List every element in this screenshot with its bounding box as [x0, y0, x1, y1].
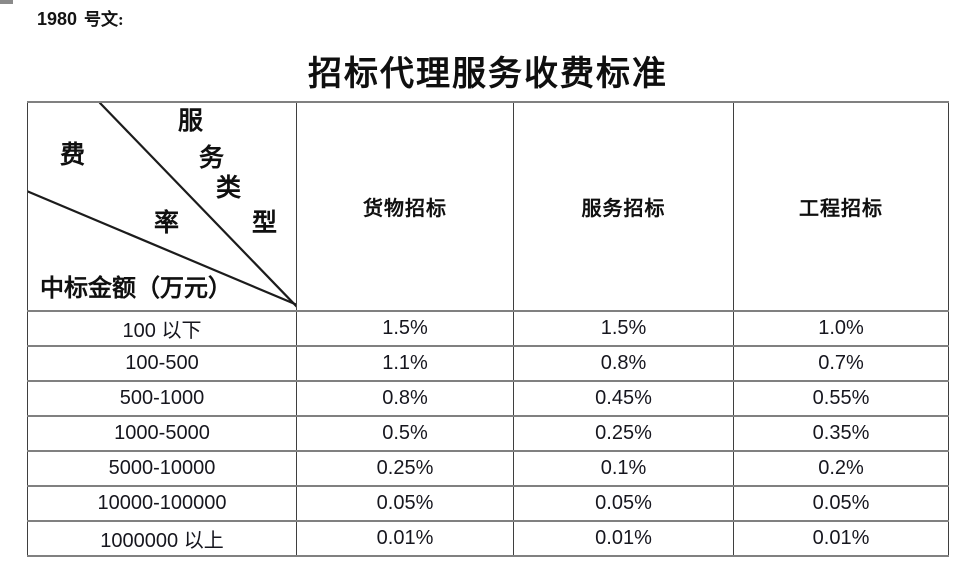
cell-value: 0.01%: [513, 520, 734, 557]
row-label: 5000-10000: [27, 450, 297, 487]
table-row: 1000000 以上 0.01% 0.01% 0.01%: [27, 520, 949, 557]
cell-value: 0.7%: [733, 345, 949, 382]
corner-label-fee-char-2: 率: [154, 210, 180, 237]
corner-label-service-char-1: 服: [178, 108, 204, 135]
cell-value: 0.05%: [733, 485, 949, 522]
cell-value: 0.2%: [733, 450, 949, 487]
cell-value: 0.8%: [513, 345, 734, 382]
corner-label-service-char-4: 型: [252, 210, 278, 237]
table-row: 5000-10000 0.25% 0.1% 0.2%: [27, 450, 949, 487]
cell-value: 0.05%: [296, 485, 514, 522]
cell-value: 1.5%: [296, 310, 514, 347]
row-label: 100 以下: [27, 310, 297, 347]
row-axis-label: 中标金额（万元）: [40, 276, 232, 302]
document-number-label: 1980 号文:: [37, 5, 124, 30]
cell-value: 0.05%: [513, 485, 734, 522]
table-row: 100-500 1.1% 0.8% 0.7%: [27, 345, 949, 382]
table-row: 1000-5000 0.5% 0.25% 0.35%: [27, 415, 949, 452]
cell-value: 0.1%: [513, 450, 734, 487]
cell-value: 0.45%: [513, 380, 734, 417]
row-label: 100-500: [27, 345, 297, 382]
header-row: 服 务 类 型 费 率 中标金额（万元） 货物招标 服务招标 工程招标: [27, 101, 949, 312]
column-header-engineering: 工程招标: [733, 101, 949, 312]
row-label: 10000-100000: [27, 485, 297, 522]
row-label: 500-1000: [27, 380, 297, 417]
diagonal-header-cell: 服 务 类 型 费 率 中标金额（万元）: [27, 101, 297, 312]
cell-value: 0.55%: [733, 380, 949, 417]
corner-label-service-char-2: 务: [199, 145, 225, 172]
row-label: 1000000 以上: [27, 520, 297, 557]
page-edge-fragment: [0, 0, 13, 4]
cell-value: 0.5%: [296, 415, 514, 452]
row-label: 1000-5000: [27, 415, 297, 452]
table-row: 500-1000 0.8% 0.45% 0.55%: [27, 380, 949, 417]
diagonal-divider-lines: [28, 104, 296, 307]
cell-value: 0.25%: [513, 415, 734, 452]
page-title: 招标代理服务收费标准: [308, 56, 668, 93]
cell-value: 0.01%: [733, 520, 949, 557]
cell-value: 0.8%: [296, 380, 514, 417]
corner-label-fee-char-1: 费: [60, 142, 86, 169]
table-row: 10000-100000 0.05% 0.05% 0.05%: [27, 485, 949, 522]
document-number-suffix: 号文:: [84, 10, 124, 29]
document-number: 1980: [37, 9, 78, 29]
diagonal-header-content: 服 务 类 型 费 率 中标金额（万元）: [28, 104, 296, 309]
cell-value: 1.0%: [733, 310, 949, 347]
table-row: 100 以下 1.5% 1.5% 1.0%: [27, 310, 949, 347]
column-header-service: 服务招标: [513, 101, 734, 312]
cell-value: 0.35%: [733, 415, 949, 452]
cell-value: 1.5%: [513, 310, 734, 347]
cell-value: 0.25%: [296, 450, 514, 487]
cell-value: 0.01%: [296, 520, 514, 557]
corner-label-service-char-3: 类: [216, 175, 242, 202]
column-header-goods: 货物招标: [296, 101, 514, 312]
cell-value: 1.1%: [296, 345, 514, 382]
fee-standard-table: 服 务 类 型 费 率 中标金额（万元） 货物招标 服务招标 工程招标 100 …: [27, 101, 949, 557]
